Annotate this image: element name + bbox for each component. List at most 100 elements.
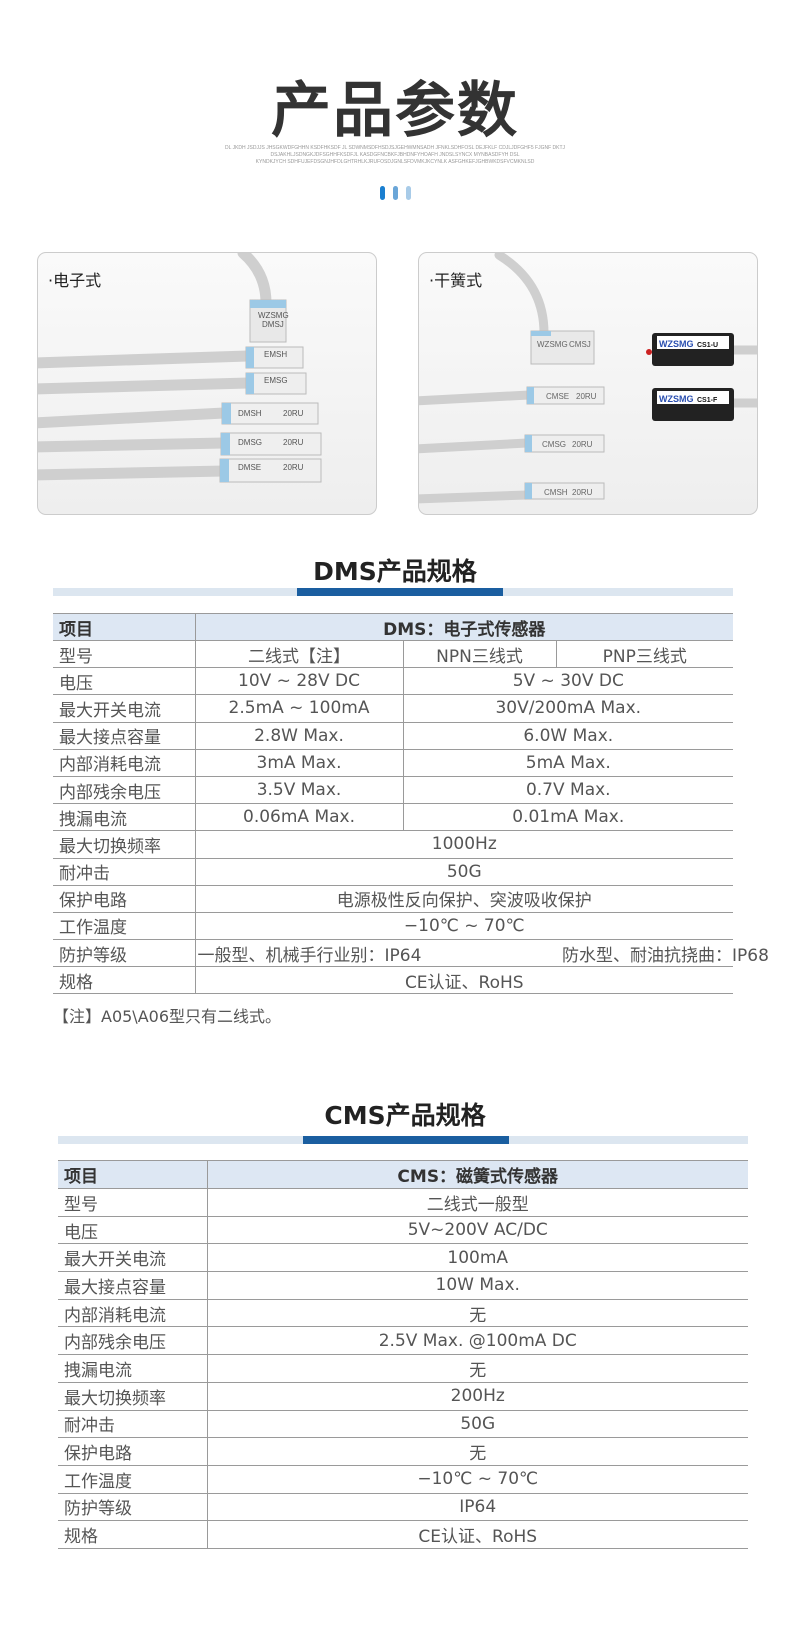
table-row: 拽漏电流 0.06mA Max. 0.01mA Max. — [53, 803, 734, 832]
table-row: 规格 CE认证、RoHS — [53, 966, 734, 995]
row-value: 100mA — [207, 1243, 748, 1273]
svg-text:DMSG: DMSG — [238, 438, 262, 447]
electronic-sensor-photo: WZSMG DMSJ EMSH EMSG DMSH 20RU DMSG 20RU DM… — [37, 252, 377, 515]
row-label: 防护等级 — [53, 939, 196, 968]
row-value: 3mA Max. — [195, 748, 404, 777]
row-value: 防水型、耐油抗挠曲：IP68 — [556, 939, 769, 968]
svg-text:CMSH: CMSH — [544, 488, 568, 497]
row-label: 内部消耗电流 — [58, 1298, 208, 1328]
table-row: 电压 10V ~ 28V DC 5V ~ 30V DC — [53, 667, 734, 696]
svg-text:WZSMG: WZSMG — [537, 340, 568, 349]
svg-text:DMSH: DMSH — [238, 409, 262, 418]
row-value: 200Hz — [207, 1381, 748, 1411]
table-row: 防护等级 一般型、机械手行业别：IP64 防水型、耐油抗挠曲：IP68 — [53, 939, 769, 968]
svg-text:CS1-F: CS1-F — [697, 397, 718, 404]
indicator-dot — [393, 186, 398, 200]
row-label: 内部残余电压 — [53, 775, 196, 805]
table-header-row: 项目 CMS：磁簧式传感器 — [58, 1160, 748, 1189]
row-value: 0.7V Max. — [403, 775, 734, 805]
row-label: 电压 — [53, 667, 196, 696]
table-row: 内部消耗电流无 — [58, 1298, 748, 1328]
row-label: 规格 — [58, 1520, 208, 1549]
row-value: 2.5V Max. @100mA DC — [207, 1326, 748, 1356]
dms-spec-table: 项目 DMS：电子式传感器 型号 二线式【注】 NPN三线式 PNP三线式 电压 10V … — [53, 613, 769, 995]
svg-text:CMSJ: CMSJ — [569, 340, 591, 349]
reed-label: ·干簧式 — [429, 271, 483, 290]
row-value: CE认证、RoHS — [207, 1520, 748, 1549]
row-value: 电源极性反向保护、突波吸收保护 — [195, 884, 734, 913]
row-label: 最大接点容量 — [53, 721, 196, 750]
svg-text:20RU: 20RU — [283, 409, 304, 418]
row-value: 5V~200V AC/DC — [207, 1215, 748, 1245]
row-value: −10℃ ~ 70℃ — [207, 1464, 748, 1494]
svg-text:CMSG: CMSG — [542, 440, 566, 449]
row-label: 最大切换频率 — [58, 1381, 208, 1411]
header-cell: 项目 — [58, 1160, 208, 1189]
row-value: 一般型、机械手行业别：IP64 — [195, 939, 556, 968]
table-row: 防护等级 IP64 — [58, 1492, 748, 1522]
table-row: 最大接点容量 2.8W Max. 6.0W Max. — [53, 721, 734, 750]
row-value: 5mA Max. — [403, 748, 734, 777]
row-value: 二线式一般型 — [207, 1188, 748, 1217]
svg-text:CMSE: CMSE — [546, 392, 569, 401]
row-value: PNP三线式 — [556, 639, 734, 669]
svg-text:20RU: 20RU — [572, 440, 593, 449]
svg-text:WZSMG: WZSMG — [659, 339, 694, 349]
row-label: 拽漏电流 — [58, 1354, 208, 1383]
indicator-dot — [406, 186, 411, 200]
svg-text:20RU: 20RU — [572, 488, 593, 497]
row-label: 拽漏电流 — [53, 803, 196, 832]
electronic-label: ·电子式 — [48, 271, 102, 290]
table-row: 规格 CE认证、RoHS — [58, 1520, 748, 1549]
row-label: 电压 — [58, 1215, 208, 1245]
row-value: 10V ~ 28V DC — [195, 667, 404, 696]
indicator-dot — [380, 186, 385, 200]
row-value: 无 — [207, 1298, 748, 1328]
row-value: 0.01mA Max. — [403, 803, 734, 832]
svg-text:20RU: 20RU — [283, 438, 304, 447]
row-value: IP64 — [207, 1492, 748, 1522]
table-row: 保护电路无 — [58, 1437, 748, 1466]
row-label: 规格 — [53, 966, 196, 995]
row-label: 保护电路 — [53, 884, 196, 913]
row-label: 内部消耗电流 — [53, 748, 196, 777]
subtitle-line: DSJAKHLJSDNGKJDFSGHHFKSDFJL KASDGFNCBKFJ… — [270, 152, 520, 158]
svg-text:DMSE: DMSE — [238, 463, 261, 472]
table-row: 耐冲击 50G — [53, 857, 734, 886]
table-row: 电压 5V~200V AC/DC — [58, 1215, 748, 1245]
dms-footnote: 【注】A05\A06型只有二线式。 — [53, 1007, 282, 1026]
row-label: 最大切换频率 — [53, 830, 196, 859]
row-value: 5V ~ 30V DC — [403, 667, 734, 696]
row-value: CE认证、RoHS — [195, 966, 734, 995]
reed-sensors-image: WZSMG CMSJ CMSE 20RU CMSG 20RU CMSH 20RU WZS… — [419, 253, 757, 504]
svg-text:20RU: 20RU — [576, 392, 597, 401]
row-value: 50G — [207, 1409, 748, 1439]
table-row: 型号 二线式【注】 NPN三线式 PNP三线式 — [53, 639, 734, 669]
table-row: 最大切换频率 200Hz — [58, 1381, 748, 1411]
row-value: 无 — [207, 1437, 748, 1466]
table-row: 最大开关电流 2.5mA ~ 100mA 30V/200mA Max. — [53, 694, 734, 723]
row-value: 2.8W Max. — [195, 721, 404, 750]
reed-sensor-photo: WZSMG CMSJ CMSE 20RU CMSG 20RU CMSH 20RU WZS… — [418, 252, 758, 515]
row-label: 型号 — [58, 1188, 208, 1217]
cms-spec-table: 项目 CMS：磁簧式传感器 型号 二线式一般型 电压 5V~200V AC/DC 最大开… — [58, 1160, 748, 1549]
svg-text:EMSH: EMSH — [264, 350, 287, 359]
cms-section-title: CMS产品规格 — [324, 1101, 486, 1130]
page-title: 产品参数 — [271, 76, 519, 146]
table-row: 内部残余电压 3.5V Max. 0.7V Max. — [53, 775, 734, 805]
row-label: 最大接点容量 — [58, 1271, 208, 1300]
table-row: 工作温度 −10℃ ~ 70℃ — [53, 911, 734, 941]
row-label: 保护电路 — [58, 1437, 208, 1466]
row-label: 内部残余电压 — [58, 1326, 208, 1356]
row-label: 最大开关电流 — [53, 694, 196, 723]
table-row: 最大接点容量 10W Max. — [58, 1271, 748, 1300]
row-label: 防护等级 — [58, 1492, 208, 1522]
svg-text:CS1-U: CS1-U — [697, 342, 718, 349]
header-cell: CMS：磁簧式传感器 — [207, 1160, 748, 1189]
row-label: 工作温度 — [53, 911, 196, 941]
row-label: 工作温度 — [58, 1464, 208, 1494]
dms-section-title: DMS产品规格 — [313, 557, 477, 586]
row-value: NPN三线式 — [403, 639, 557, 669]
svg-text:DMSJ: DMSJ — [262, 320, 284, 329]
